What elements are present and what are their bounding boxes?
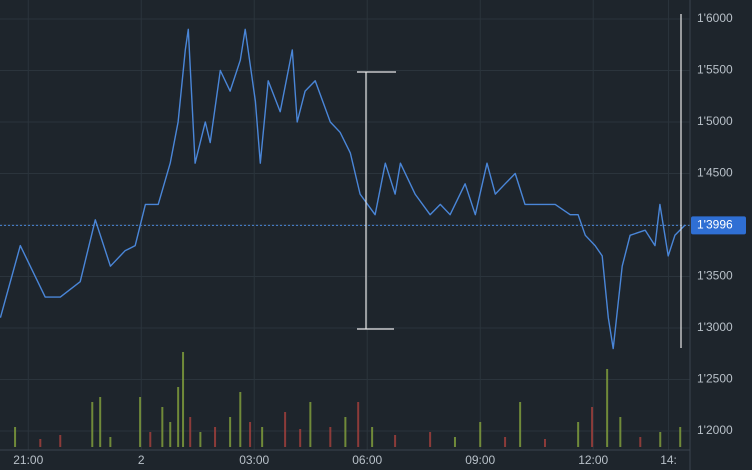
- x-tick-label: 21:00: [13, 453, 43, 467]
- last-price-label: 1'3996: [697, 218, 733, 232]
- volume: [14, 352, 682, 447]
- y-tick-label: 1'3000: [697, 320, 733, 334]
- x-tick-label: 14:: [660, 453, 677, 467]
- volume-bar: [161, 407, 164, 447]
- volume-bar: [214, 427, 217, 447]
- drawing-tools: [357, 14, 682, 348]
- volume-bar: [679, 427, 682, 447]
- x-tick-label: 2: [138, 453, 145, 467]
- volume-bar: [99, 397, 102, 447]
- axes: 1'20001'25001'30001'35001'40001'45001'50…: [13, 11, 746, 467]
- x-tick-label: 06:00: [352, 453, 382, 467]
- volume-bar: [659, 432, 662, 447]
- volume-bar: [139, 397, 142, 447]
- y-tick-label: 1'3500: [697, 269, 733, 283]
- x-tick-label: 03:00: [239, 453, 269, 467]
- volume-bar: [639, 437, 642, 447]
- y-tick-label: 1'2000: [697, 423, 733, 437]
- volume-bar: [519, 402, 522, 447]
- volume-bar: [39, 439, 42, 447]
- price-axis-panel: [690, 0, 752, 470]
- last-price-badge: [691, 216, 746, 235]
- volume-bar: [182, 352, 185, 447]
- volume-bar: [619, 417, 622, 447]
- volume-bar: [309, 402, 312, 447]
- volume-bar: [394, 435, 397, 447]
- volume-bar: [109, 437, 112, 447]
- volume-bar: [14, 427, 17, 447]
- volume-bar: [249, 422, 252, 447]
- volume-bar: [189, 417, 192, 447]
- x-tick-label: 12:00: [578, 453, 608, 467]
- volume-bar: [344, 417, 347, 447]
- volume-bar: [429, 432, 432, 447]
- volume-bar: [371, 427, 374, 447]
- volume-bar: [504, 437, 507, 447]
- volume-bar: [177, 387, 180, 447]
- y-tick-label: 1'4500: [697, 166, 733, 180]
- volume-bar: [453, 437, 456, 447]
- volume-bar: [479, 422, 482, 447]
- volume-bar: [357, 402, 360, 447]
- x-tick-label: 09:00: [465, 453, 495, 467]
- volume-bar: [199, 432, 202, 447]
- volume-bar: [149, 432, 152, 447]
- y-tick-label: 1'2500: [697, 372, 733, 386]
- volume-bar: [261, 427, 264, 447]
- volume-bar: [229, 417, 232, 447]
- volume-bar: [606, 369, 609, 447]
- y-tick-label: 1'6000: [697, 11, 733, 25]
- volume-bar: [329, 427, 332, 447]
- volume-bar: [299, 429, 302, 447]
- volume-bar: [59, 435, 62, 447]
- y-tick-label: 1'5500: [697, 63, 733, 77]
- volume-bar: [543, 439, 546, 447]
- y-tick-label: 1'5000: [697, 114, 733, 128]
- volume-bar: [591, 407, 594, 447]
- volume-bar: [91, 402, 94, 447]
- price-line: [0, 28, 686, 350]
- volume-bar: [577, 422, 580, 447]
- volume-bar: [169, 422, 172, 447]
- plot: [0, 28, 690, 350]
- volume-bar: [239, 392, 242, 447]
- volume-bar: [284, 412, 287, 447]
